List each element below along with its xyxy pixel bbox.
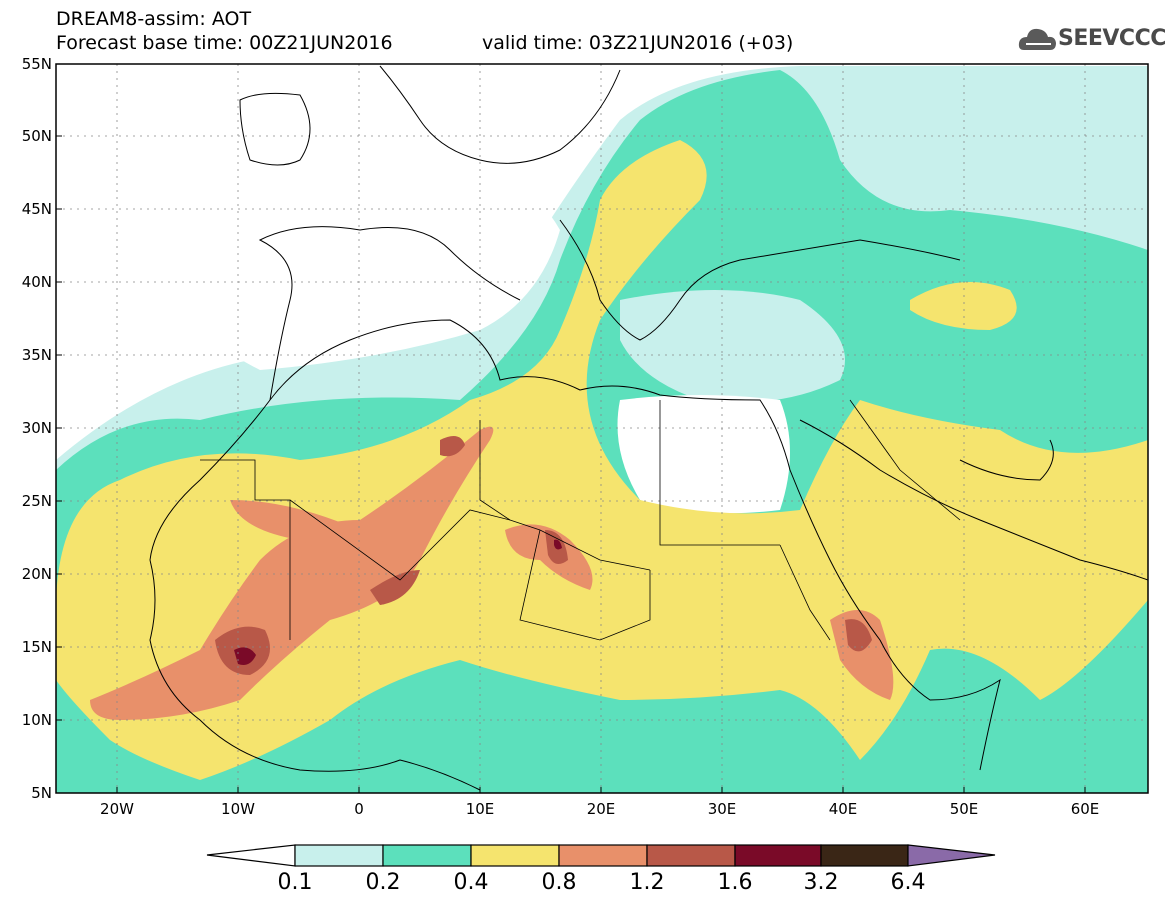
lat-label-40n: 40N <box>21 273 52 291</box>
colorbar <box>206 844 996 867</box>
graticule <box>56 64 1148 793</box>
aot-field <box>56 64 1148 793</box>
aot-band-1.2-c <box>440 436 465 457</box>
lat-label-20n: 20N <box>21 565 52 583</box>
colorbar-label-1.2: 1.2 <box>629 870 665 895</box>
colorbar-swatch-6 <box>734 844 822 867</box>
lon-label-10e: 10E <box>465 800 495 818</box>
logo-text: SEEVCCC <box>1058 26 1165 51</box>
cloud-logo-icon <box>1018 28 1056 50</box>
lat-label-10n: 10N <box>21 711 52 729</box>
lon-label-20e: 20E <box>586 800 616 818</box>
colorbar-label-0.1: 0.1 <box>277 870 313 895</box>
lon-label-0: 0 <box>354 800 364 818</box>
lon-label-50e: 50E <box>949 800 979 818</box>
colorbar-label-1.6: 1.6 <box>717 870 753 895</box>
lon-label-60e: 60E <box>1070 800 1100 818</box>
aot-band-0.8 <box>90 426 494 720</box>
lon-label-20w: 20W <box>100 800 134 818</box>
aot-band-1.6 <box>234 647 256 665</box>
colorbar-swatch-4 <box>558 844 648 867</box>
lat-label-15n: 15N <box>21 638 52 656</box>
lon-label-10w: 10W <box>221 800 255 818</box>
colorbar-under-arrow <box>206 844 296 867</box>
clean-air-med <box>620 290 845 403</box>
aot-band-0.8-eritrea <box>830 610 894 700</box>
lat-label-55n: 55N <box>21 55 52 73</box>
colorbar-swatch-2 <box>382 844 472 867</box>
lon-label-30e: 30E <box>707 800 737 818</box>
colorbar-swatch-7 <box>820 844 909 867</box>
colorbar-swatch-5 <box>646 844 736 867</box>
coastlines <box>149 65 1148 791</box>
aot-band-0.8-b <box>230 500 403 580</box>
colorbar-label-0.4: 0.4 <box>453 870 489 895</box>
colorbar-label-3.2: 3.2 <box>803 870 839 895</box>
aot-band-1.2-e <box>845 619 872 652</box>
country-borders <box>200 399 961 641</box>
aot-band-1.6-b <box>554 539 562 550</box>
clean-air-north <box>150 138 560 370</box>
colorbar-swatch-1 <box>294 844 384 867</box>
forecast-base-time: Forecast base time: 00Z21JUN2016 <box>56 32 393 54</box>
lat-label-25n: 25N <box>21 492 52 510</box>
valid-time: valid time: 03Z21JUN2016 (+03) <box>482 32 794 54</box>
lat-label-30n: 30N <box>21 419 52 437</box>
aot-band-0.4-iran <box>910 282 1017 330</box>
colorbar-over-arrow <box>907 844 996 867</box>
lat-label-5n: 5N <box>31 784 52 802</box>
aot-band-1.2-b <box>370 570 420 605</box>
aot-band-0.8-chad <box>505 524 593 590</box>
map-title: DREAM8-assim: AOT <box>56 8 252 30</box>
colorbar-swatch-3 <box>470 844 560 867</box>
lon-label-40e: 40E <box>828 800 858 818</box>
lat-label-35n: 35N <box>21 346 52 364</box>
lat-label-45n: 45N <box>21 200 52 218</box>
lat-label-50n: 50N <box>21 127 52 145</box>
colorbar-label-6.4: 6.4 <box>890 870 926 895</box>
colorbar-label-0.2: 0.2 <box>365 870 401 895</box>
colorbar-label-0.8: 0.8 <box>541 870 577 895</box>
axis-ticks <box>56 63 1086 793</box>
clean-air-egypt <box>617 395 790 514</box>
